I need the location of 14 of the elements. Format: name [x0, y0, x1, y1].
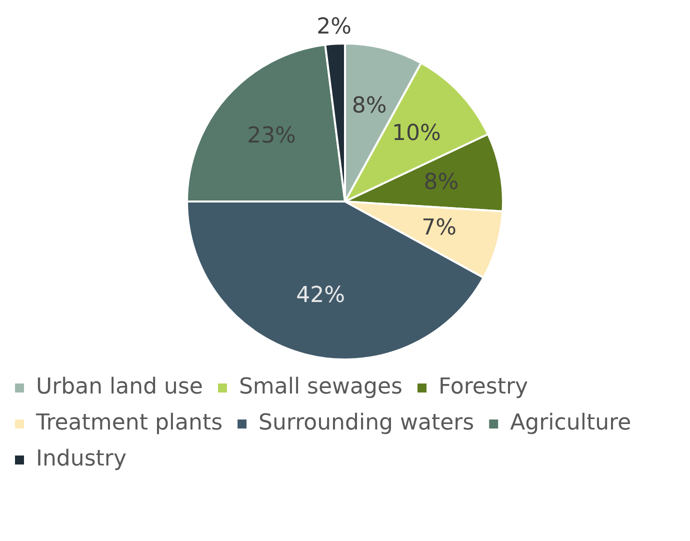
data-label: 7% [422, 216, 457, 241]
legend-label: Urban land use [36, 374, 203, 400]
legend-label: Small sewages [238, 374, 402, 400]
legend-label: Forestry [438, 374, 528, 400]
data-label: 2% [316, 14, 352, 40]
data-label: 23% [247, 123, 296, 148]
data-label: 10% [392, 121, 441, 146]
legend-label: Treatment plants [35, 410, 223, 436]
legend-label: Agriculture [510, 410, 632, 436]
legend-label: Surrounding waters [258, 410, 474, 436]
data-label: 42% [296, 283, 346, 308]
data-label: 8% [424, 170, 459, 195]
legend-label: Industry [36, 446, 126, 472]
data-label: 8% [352, 93, 387, 118]
